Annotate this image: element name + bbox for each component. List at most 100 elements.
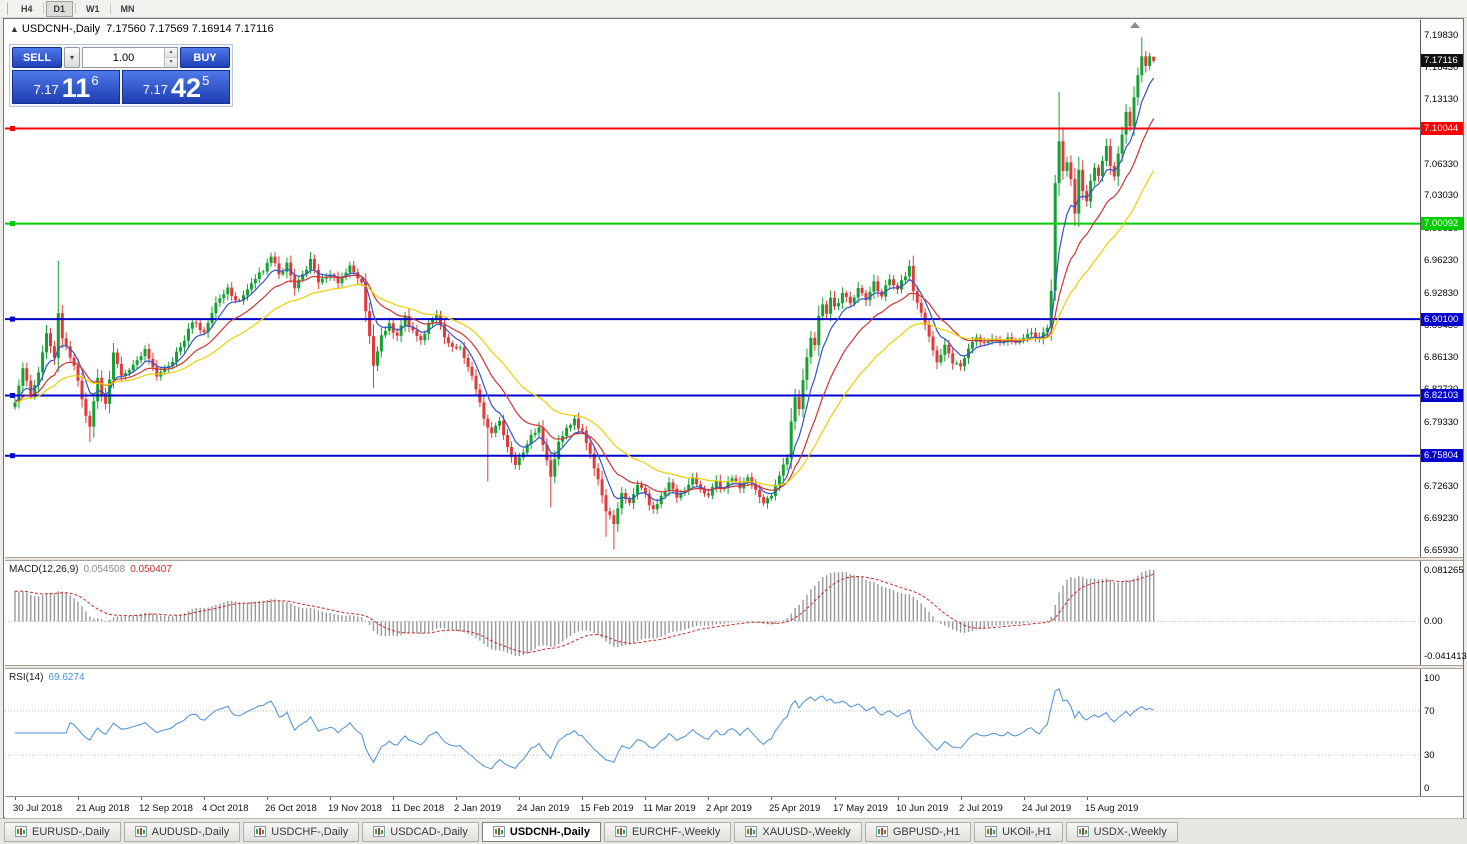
lot-increase-button[interactable]: ▴	[165, 48, 177, 57]
time-axis-tick	[771, 797, 772, 800]
macd-indicator-label: MACD(12,26,9) 0.054508 0.050407	[9, 564, 172, 575]
lot-decrease-button[interactable]: ▾	[165, 57, 177, 67]
pane-splitter[interactable]	[5, 665, 1463, 669]
date-label: 11 Dec 2018	[391, 803, 445, 814]
line-handle[interactable]	[10, 126, 15, 131]
buy-price-display[interactable]: 7.17 42 5	[122, 70, 230, 104]
date-label: 2 Apr 2019	[706, 803, 752, 814]
time-axis-tick	[330, 797, 331, 800]
chart-tabs-bar: EURUSD-,Daily AUDUSD-,Daily USDCHF-,Daily U…	[0, 818, 1467, 844]
line-handle[interactable]	[10, 453, 15, 459]
sell-price-frac: 6	[91, 73, 99, 88]
price-axis-tick: 7.19830	[1424, 29, 1459, 41]
one-click-trading-panel: SELL ▾ 1.00 ▴ ▾ BUY 7.17 11 6 7.17 42 5	[9, 44, 233, 107]
chart-icon	[745, 826, 758, 837]
date-label: 11 Mar 2019	[643, 803, 696, 814]
chart-tab-xauusd-weekly[interactable]: XAUUSD-,Weekly	[734, 821, 862, 842]
chart-tab-audusd-daily[interactable]: AUDUSD-,Daily	[123, 821, 241, 842]
trade-prices-row: 7.17 11 6 7.17 42 5	[12, 70, 230, 104]
chart-icon	[614, 826, 627, 837]
rsi-indicator-label: RSI(14) 69.6274	[9, 672, 85, 683]
chart-tab-usdchf-daily[interactable]: USDCHF-,Daily	[243, 821, 360, 842]
toolbar-grip[interactable]	[5, 2, 8, 15]
tab-label: GBPUSD-,H1	[892, 825, 961, 838]
price-line-label: 7.10044	[1421, 122, 1463, 135]
date-label: 19 Nov 2018	[328, 803, 382, 814]
rsi-name: RSI(14)	[9, 672, 44, 683]
macd-pane-canvas[interactable]	[5, 561, 1420, 665]
line-handle[interactable]	[10, 316, 15, 322]
timeframe-d1-button[interactable]: D1	[45, 0, 74, 17]
date-label: 24 Jan 2019	[517, 803, 570, 814]
price-line-label: 6.82103	[1421, 389, 1463, 402]
chart-tab-usdx-weekly[interactable]: USDX-,Weekly	[1065, 821, 1178, 842]
chart-shift-marker-icon	[1130, 22, 1140, 28]
rsi-pane-canvas[interactable]	[5, 669, 1420, 796]
macd-main-value: 0.054508	[83, 564, 126, 575]
time-axis-tick	[78, 797, 79, 800]
chart-tab-eurusd-daily[interactable]: EURUSD-,Daily	[4, 821, 121, 842]
chart-window: ▲ USDCNH-,Daily 7.17560 7.17569 7.16914 7.…	[3, 18, 1467, 818]
price-chart-canvas[interactable]	[5, 20, 1420, 557]
price-axis[interactable]: 7.198307.164307.131307.097307.063307.030…	[1420, 20, 1467, 796]
panel-toggle-icon[interactable]: ▲	[10, 24, 19, 34]
line-handle[interactable]	[10, 221, 15, 227]
timeframe-mn-button[interactable]: MN	[120, 3, 135, 14]
tab-label: AUDUSD-,Daily	[151, 825, 230, 838]
timeframe-buttons: H4 D1 W1 MN	[13, 0, 143, 17]
current-price-label: 7.17116	[1421, 54, 1463, 68]
lot-size-field[interactable]: 1.00 ▴ ▾	[82, 47, 178, 68]
toolbar-separator	[75, 3, 77, 14]
date-label: 26 Oct 2018	[265, 803, 317, 814]
time-axis-tick	[204, 797, 205, 800]
lot-size-value: 1.00	[112, 51, 135, 64]
price-axis-tick: 6.79330	[1424, 416, 1459, 428]
chart-ohlc-values: 7.17560 7.17569 7.16914 7.17116	[106, 23, 274, 35]
time-axis-tick	[393, 797, 394, 800]
macd-signal-line	[14, 573, 1154, 653]
date-label: 17 May 2019	[833, 803, 888, 814]
chart-tab-ukoil-h1[interactable]: UKOil-,H1	[974, 821, 1063, 842]
chart-tab-usdcad-daily[interactable]: USDCAD-,Daily	[362, 821, 479, 842]
chart-tab-eurchf-weekly[interactable]: EURCHF-,Weekly	[603, 821, 732, 842]
tab-label: USDCHF-,Daily	[271, 825, 349, 838]
chart-icon	[134, 826, 147, 837]
macd-name: MACD(12,26,9)	[9, 564, 79, 575]
time-axis-tick	[456, 797, 457, 800]
toolbar-separator	[42, 3, 44, 14]
line-handle[interactable]	[10, 393, 15, 398]
tab-label: EURCHF-,Weekly	[631, 825, 721, 838]
time-axis-tick	[961, 797, 962, 800]
macd-axis-label: 0.081265	[1424, 564, 1464, 576]
time-axis-tick	[582, 797, 583, 800]
order-options-dropdown[interactable]: ▾	[64, 47, 80, 68]
date-label: 30 Jul 2018	[13, 803, 63, 814]
chart-title: ▲ USDCNH-,Daily 7.17560 7.17569 7.16914 7.…	[10, 23, 274, 35]
chart-icon	[875, 826, 888, 837]
macd-signal-value: 0.050407	[130, 564, 172, 575]
pane-splitter[interactable]	[5, 557, 1463, 561]
timeframe-h4-button[interactable]: H4	[21, 3, 33, 14]
chart-tab-usdcnh-daily[interactable]: USDCNH-,Daily	[481, 821, 601, 842]
rsi-axis-label: 70	[1424, 705, 1435, 717]
sell-button[interactable]: SELL	[12, 47, 62, 68]
timeframe-w1-button[interactable]: W1	[86, 3, 100, 14]
price-axis-tick: 6.86130	[1424, 351, 1459, 363]
time-axis[interactable]: 30 Jul 2018 21 Aug 2018 12 Sep 2018 4 Oct 2…	[5, 796, 1463, 818]
chart-tab-gbpusd-h1[interactable]: GBPUSD-,H1	[864, 821, 972, 842]
price-line-label: 6.90100	[1421, 312, 1463, 326]
buy-button[interactable]: BUY	[180, 47, 230, 68]
price-axis-tick: 6.92830	[1424, 287, 1459, 299]
chart-icon	[985, 826, 998, 837]
tab-label: USDX-,Weekly	[1093, 825, 1167, 838]
chevron-down-icon: ▾	[69, 53, 74, 62]
time-axis-tick	[1024, 797, 1025, 800]
sell-price-display[interactable]: 7.17 11 6	[12, 70, 120, 104]
date-label: 10 Jun 2019	[896, 803, 949, 814]
date-label: 24 Jul 2019	[1022, 803, 1072, 814]
rsi-value: 69.6274	[48, 672, 85, 683]
trade-controls-row: SELL ▾ 1.00 ▴ ▾ BUY	[12, 47, 230, 68]
sell-price-pips: 11	[61, 73, 91, 103]
date-label: 15 Aug 2019	[1085, 803, 1139, 814]
